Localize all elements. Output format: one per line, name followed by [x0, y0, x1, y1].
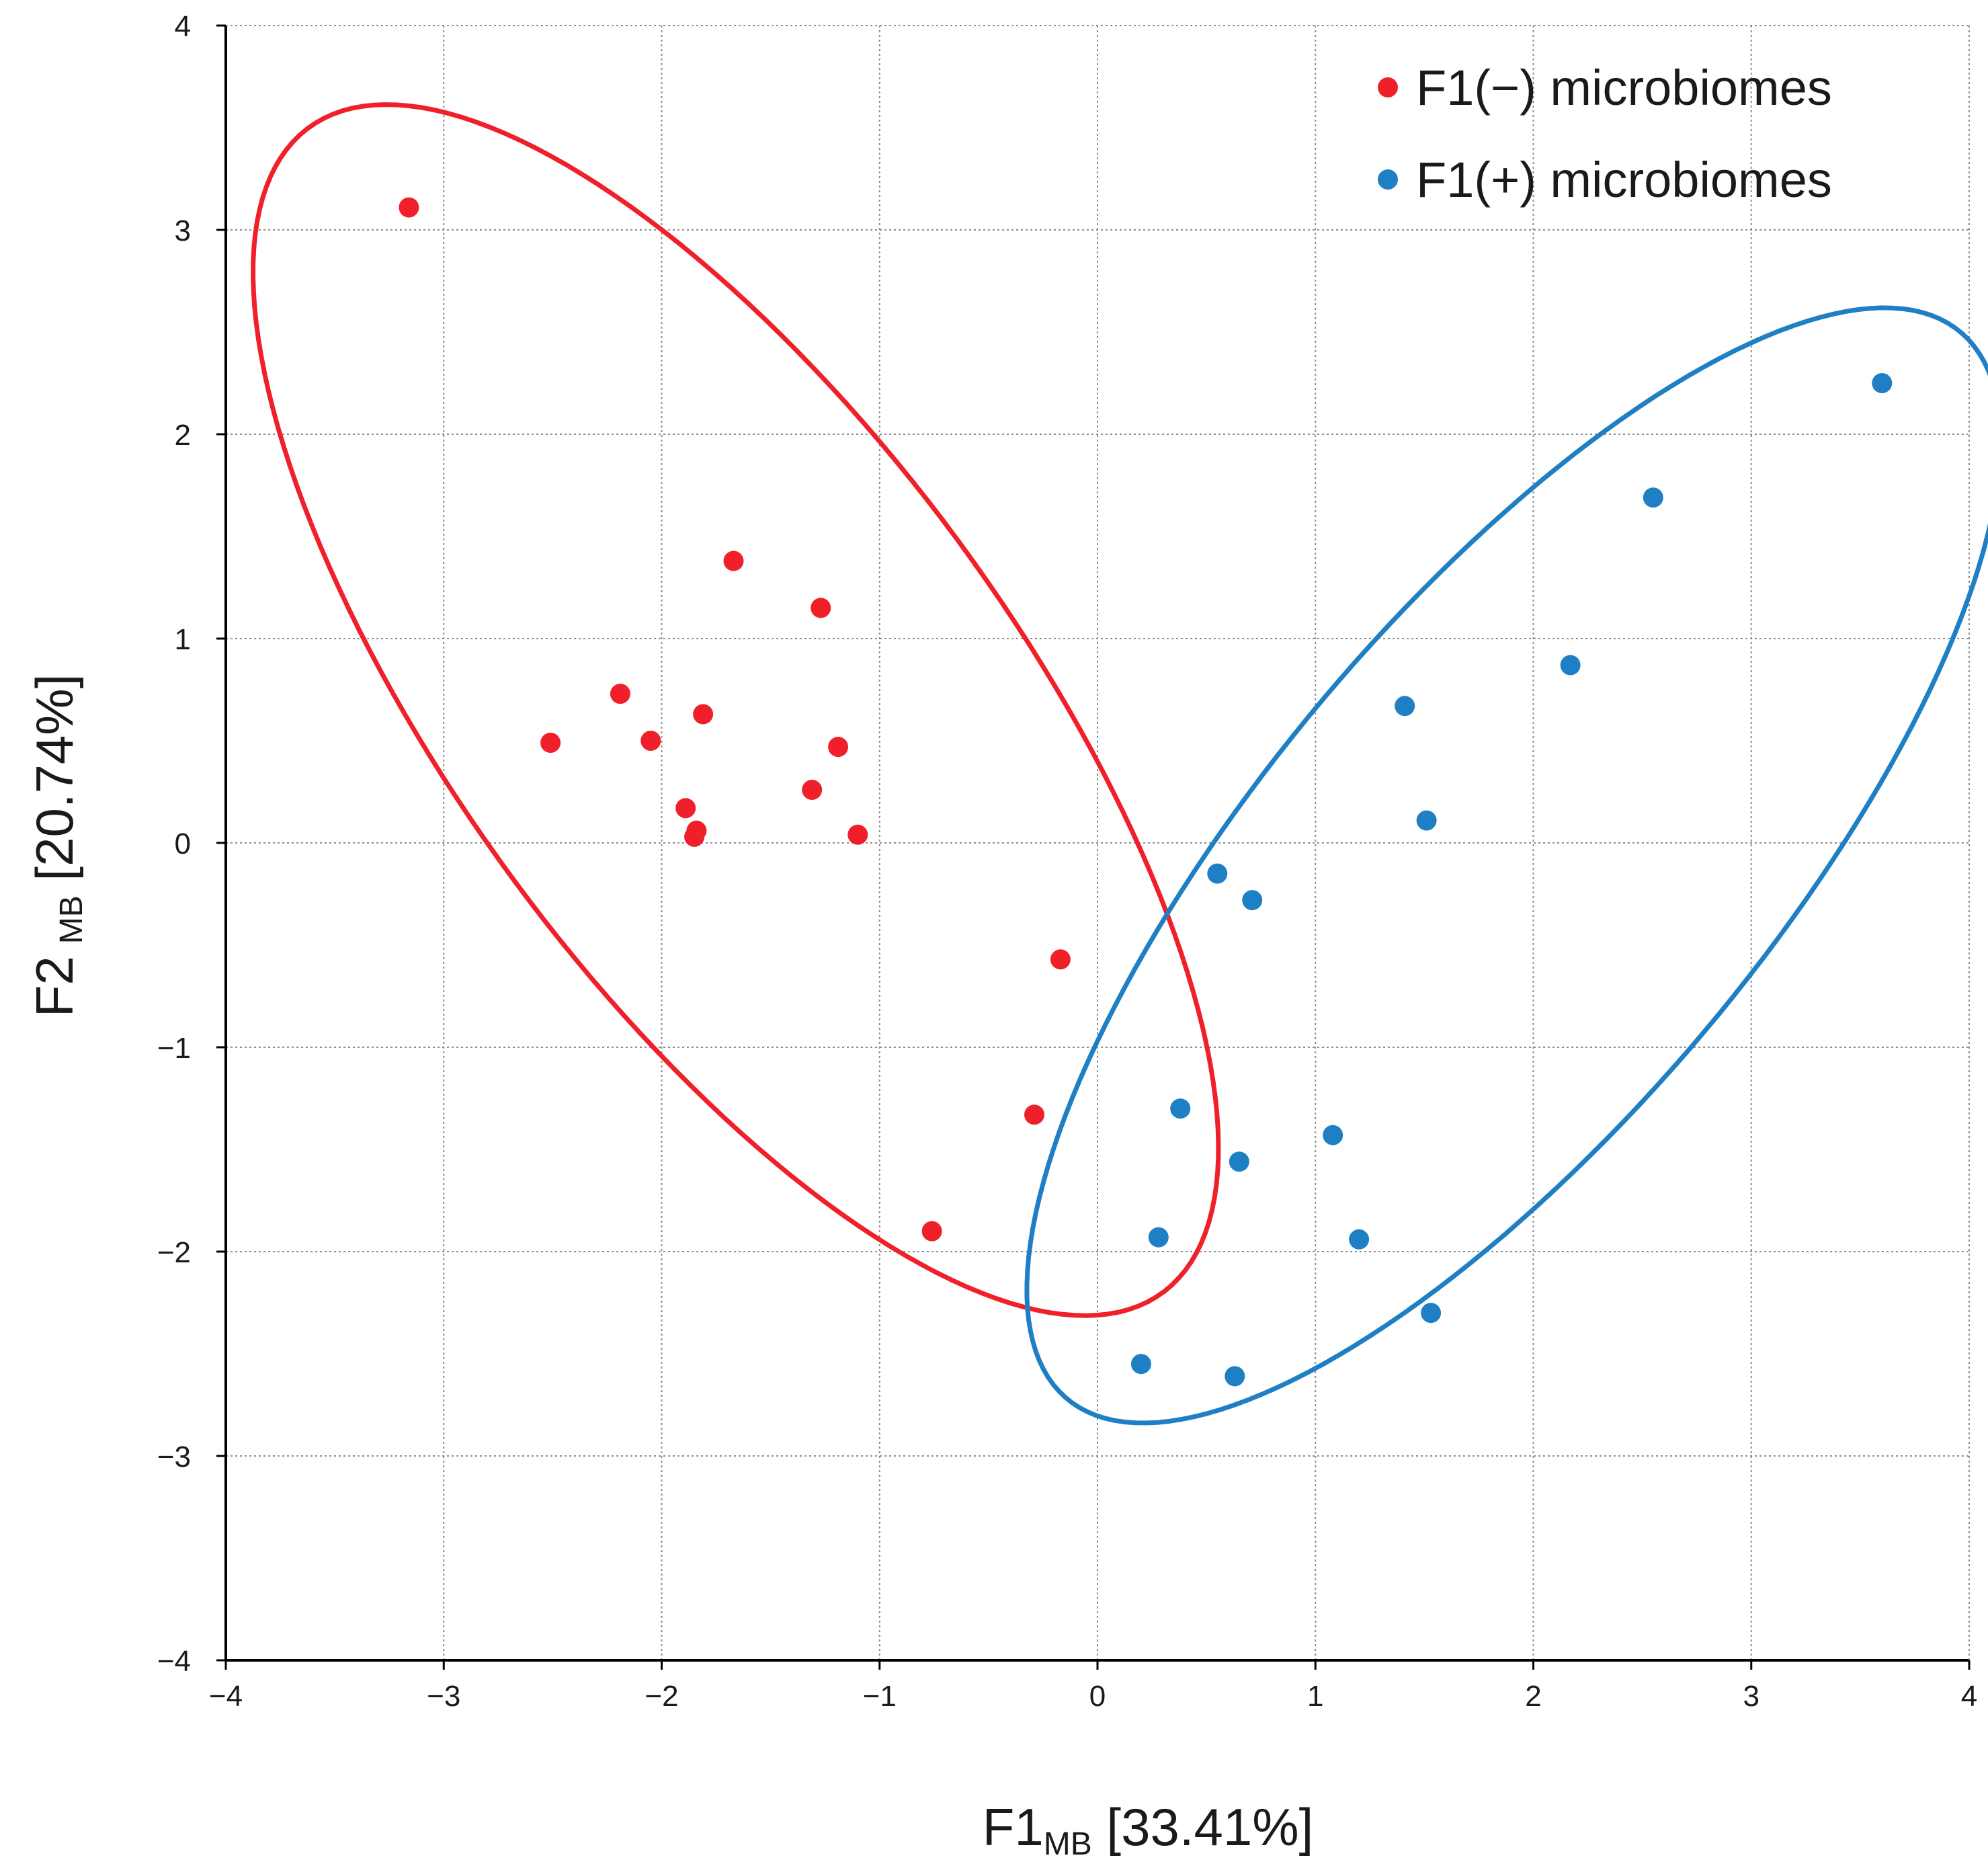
y-tick-label: 3 — [175, 214, 191, 247]
series-2-point — [1130, 1354, 1151, 1375]
y-tick-label: −4 — [157, 1645, 191, 1678]
x-tick-label: −2 — [645, 1680, 678, 1713]
series-1-point — [540, 733, 561, 753]
y-tick-label: −2 — [157, 1236, 191, 1269]
legend-marker-2 — [1378, 169, 1398, 190]
series-2-point — [1229, 1151, 1249, 1172]
y-tick-label: −1 — [157, 1032, 191, 1065]
series-2-point — [1643, 487, 1663, 508]
series-2-point — [1207, 863, 1228, 884]
series-1-point — [723, 551, 744, 571]
y-axis-title: F2MB [20.74%] — [25, 674, 89, 1018]
series-2-point — [1225, 1366, 1245, 1387]
x-tick-label: 4 — [1961, 1680, 1977, 1713]
series-2-point — [1416, 810, 1437, 831]
y-tick-label: 0 — [175, 827, 191, 860]
x-tick-label: −3 — [427, 1680, 460, 1713]
series-1-point — [693, 704, 714, 725]
y-tick-label: 2 — [175, 419, 191, 452]
legend-label-2: F1(+) microbiomes — [1416, 152, 1832, 208]
series-2-point — [1560, 655, 1581, 676]
series-2-point — [1872, 373, 1893, 393]
series-1-point — [921, 1221, 942, 1242]
x-tick-label: 1 — [1307, 1680, 1323, 1713]
series-1-point — [828, 737, 849, 758]
x-tick-label: 0 — [1089, 1680, 1106, 1713]
series-1-point — [802, 780, 823, 800]
series-2-point — [1170, 1098, 1191, 1119]
x-tick-label: 2 — [1525, 1680, 1541, 1713]
legend-marker-1 — [1378, 77, 1398, 97]
series-2-point — [1421, 1303, 1442, 1324]
axes: −4 −3 −2 −1 0 1 2 3 4 −4 −3 −2 −1 0 1 2 3 4 — [157, 10, 1977, 1713]
series-1-point — [610, 684, 630, 704]
legend-label-1: F1(−) microbiomes — [1416, 60, 1832, 116]
series-1-point — [811, 598, 831, 618]
x-tick-label: −1 — [863, 1680, 897, 1713]
x-tick-label: 3 — [1743, 1680, 1759, 1713]
grid-lines — [226, 26, 1969, 1660]
series-1-point — [684, 826, 705, 847]
series-2-point — [1148, 1227, 1169, 1248]
series-2-point — [1395, 696, 1415, 717]
series-2-ellipse — [1024, 305, 1988, 1426]
series-1-ellipse — [251, 102, 1221, 1318]
series-1-point — [847, 824, 868, 845]
series-1-point — [1024, 1104, 1044, 1125]
series-1-point — [1050, 949, 1071, 970]
series-1-point — [675, 798, 696, 819]
y-tick-label: −3 — [157, 1440, 191, 1473]
series-1-point — [640, 731, 661, 751]
x-axis-title: F1MB [33.41%] — [983, 1797, 1314, 1862]
series-1-point — [399, 197, 419, 218]
y-tick-label: 4 — [175, 10, 191, 43]
series-2-point — [1349, 1229, 1370, 1250]
x-tick-label: −4 — [209, 1680, 243, 1713]
series-2-point — [1323, 1125, 1343, 1145]
series-2-point — [1242, 890, 1263, 911]
data-points — [399, 197, 1893, 1387]
confidence-ellipses — [251, 102, 1988, 1426]
y-tick-label: 1 — [175, 623, 191, 656]
legend: F1(−) microbiomes F1(+) microbiomes — [1378, 60, 1832, 208]
